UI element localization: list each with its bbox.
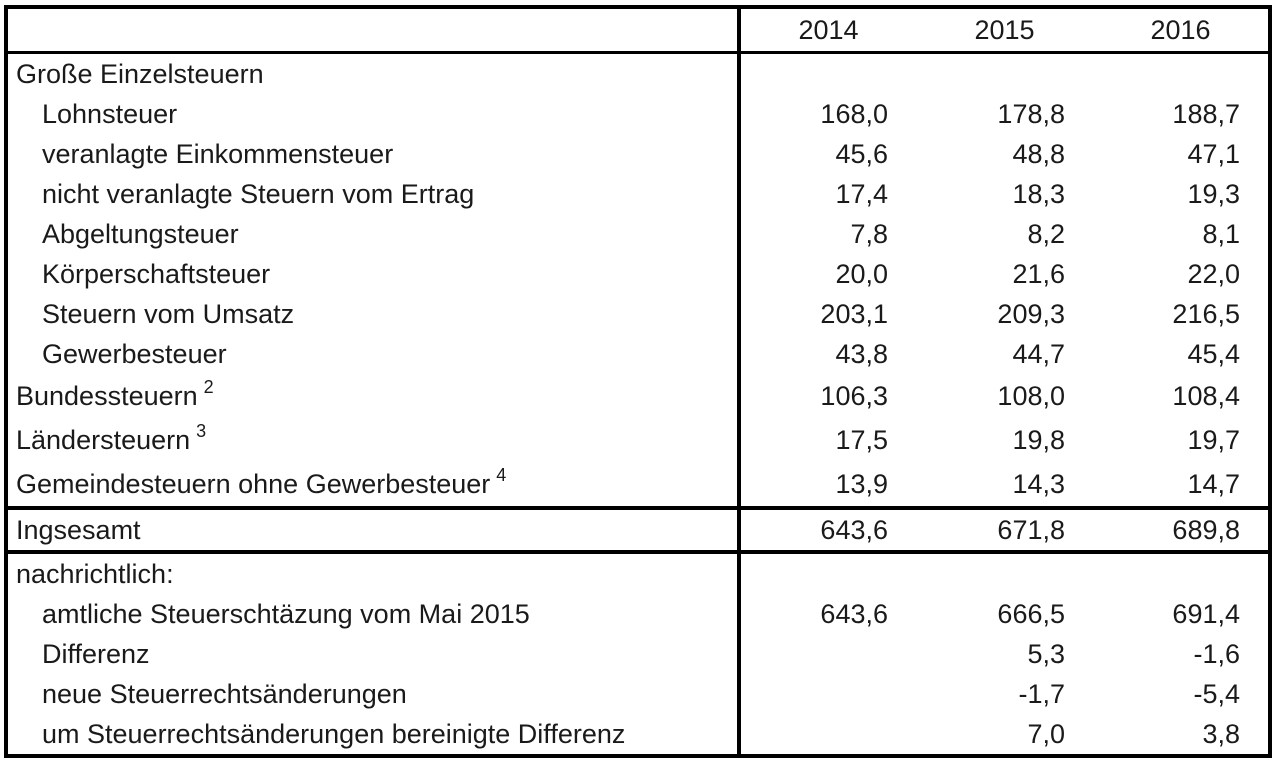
row-label: Differenz	[6, 634, 741, 674]
col-header-2014: 2014	[739, 7, 916, 54]
value-cell	[916, 552, 1093, 594]
value-cell: -5,4	[1193, 678, 1240, 709]
value-cell: 44,7	[1012, 338, 1065, 369]
footnote-marker: 3	[196, 420, 207, 441]
value-cell: 671,8	[916, 506, 1093, 554]
value-cell: 43,8	[835, 338, 888, 369]
value-cell: 108,4	[1172, 380, 1240, 411]
table-row-gewerbesteuer: Gewerbesteuer 43,8 44,7 45,4	[6, 334, 1270, 374]
value-cell: 188,7	[1172, 98, 1240, 129]
col-header-2015: 2015	[916, 7, 1093, 54]
value-cell	[739, 634, 916, 674]
table-row-differenz: Differenz 5,3 -1,6	[6, 634, 1270, 674]
col-header-2016: 2016	[1093, 7, 1270, 54]
row-label: amtliche Steuerschtäzung vom Mai 2015	[6, 594, 741, 634]
table-row-total: Ingsesamt 643,6 671,8 689,8	[6, 506, 1270, 554]
value-cell: 643,6	[739, 506, 916, 554]
row-label: Steuern vom Umsatz	[6, 294, 741, 334]
value-cell: 21,6	[1012, 258, 1065, 289]
row-label: Abgeltungsteuer	[6, 214, 741, 254]
table-row-steuern-vom-umsatz: Steuern vom Umsatz 203,1 209,3 216,5	[6, 294, 1270, 334]
value-cell: 643,6	[820, 598, 888, 629]
value-cell	[739, 53, 916, 95]
row-label: Lohnsteuer	[6, 94, 741, 134]
row-label: Gewerbesteuer	[6, 334, 741, 374]
value-cell: 48,8	[1012, 138, 1065, 169]
value-cell: 203,1	[820, 298, 888, 329]
row-label: nicht veranlagte Steuern vom Ertrag	[6, 174, 741, 214]
value-cell: 5,3	[1027, 638, 1065, 669]
value-cell: 209,3	[997, 298, 1065, 329]
value-cell: 7,0	[1027, 718, 1065, 749]
value-cell: 216,5	[1172, 298, 1240, 329]
value-cell: 7,8	[850, 218, 888, 249]
value-cell: 19,8	[1012, 424, 1065, 455]
value-cell: 14,7	[1187, 468, 1240, 499]
value-cell: 45,6	[835, 138, 888, 169]
row-label: Gemeindesteuern ohne Gewerbesteuer 4	[6, 462, 741, 508]
table-row-nicht-veranlagte-steuern: nicht veranlagte Steuern vom Ertrag 17,4…	[6, 174, 1270, 214]
value-cell: 8,1	[1202, 218, 1240, 249]
table-row-amtliche-steuerschaetzung: amtliche Steuerschtäzung vom Mai 2015 64…	[6, 594, 1270, 634]
table-row-nachrichtlich: nachrichtlich:	[6, 552, 1270, 594]
value-cell	[739, 674, 916, 714]
value-cell: 3,8	[1202, 718, 1240, 749]
value-cell	[739, 714, 916, 756]
value-cell	[739, 552, 916, 594]
table-row-laendersteuern: Ländersteuern 3 17,5 19,8 19,7	[6, 418, 1270, 462]
value-cell: 18,3	[1012, 178, 1065, 209]
value-cell: -1,6	[1193, 638, 1240, 669]
table-row-abgeltungsteuer: Abgeltungsteuer 7,8 8,2 8,1	[6, 214, 1270, 254]
row-label: Ländersteuern 3	[6, 418, 741, 462]
header-row: 2014 2015 2016	[6, 7, 1270, 54]
value-cell: 17,5	[835, 424, 888, 455]
value-cell: 19,3	[1187, 178, 1240, 209]
table-row-koerperschaftsteuer: Körperschaftsteuer 20,0 21,6 22,0	[6, 254, 1270, 294]
table-row-grosse-einzelsteuern: Große Einzelsteuern	[6, 52, 1270, 95]
row-label: Bundessteuern 2	[6, 374, 741, 418]
row-label: neue Steuerrechtsänderungen	[6, 674, 741, 714]
tax-revenue-table: 2014 2015 2016 Große Einzelsteuern Lohns…	[4, 5, 1272, 758]
table-row-gemeindesteuern: Gemeindesteuern ohne Gewerbesteuer 4 13,9…	[6, 462, 1270, 508]
table-row-bundessteuern: Bundessteuern 2 106,3 108,0 108,4	[6, 374, 1270, 418]
row-label: nachrichtlich:	[6, 552, 741, 594]
value-cell: 19,7	[1187, 424, 1240, 455]
table-row-bereinigte-differenz: um Steuerrechtsänderungen bereinigte Dif…	[6, 714, 1270, 756]
value-cell	[1093, 552, 1270, 594]
value-cell: 691,4	[1172, 598, 1240, 629]
row-label: Körperschaftsteuer	[6, 254, 741, 294]
footnote-marker: 4	[496, 464, 507, 485]
value-cell: 106,3	[820, 380, 888, 411]
value-cell: 45,4	[1187, 338, 1240, 369]
value-cell: 17,4	[835, 178, 888, 209]
value-cell: 20,0	[835, 258, 888, 289]
value-cell: 8,2	[1027, 218, 1065, 249]
empty-header-cell	[6, 7, 741, 54]
value-cell: 689,8	[1093, 506, 1270, 554]
value-cell: 13,9	[835, 468, 888, 499]
value-cell: 22,0	[1187, 258, 1240, 289]
table-row-veranlagte-einkommensteuer: veranlagte Einkommensteuer 45,6 48,8 47,…	[6, 134, 1270, 174]
row-label: um Steuerrechtsänderungen bereinigte Dif…	[6, 714, 741, 756]
value-cell	[1093, 53, 1270, 95]
row-label: Ingsesamt	[6, 506, 741, 554]
value-cell: -1,7	[1018, 678, 1065, 709]
value-cell: 47,1	[1187, 138, 1240, 169]
value-cell: 14,3	[1012, 468, 1065, 499]
table-row-neue-steuerrechtsaenderungen: neue Steuerrechtsänderungen -1,7 -5,4	[6, 674, 1270, 714]
value-cell: 108,0	[997, 380, 1065, 411]
table-row-lohnsteuer: Lohnsteuer 168,0 178,8 188,7	[6, 94, 1270, 134]
row-label: Große Einzelsteuern	[6, 52, 741, 94]
footnote-marker: 2	[203, 376, 214, 397]
value-cell: 168,0	[820, 98, 888, 129]
value-cell: 666,5	[997, 598, 1065, 629]
value-cell	[916, 53, 1093, 95]
row-label: veranlagte Einkommensteuer	[6, 134, 741, 174]
value-cell: 178,8	[997, 98, 1065, 129]
